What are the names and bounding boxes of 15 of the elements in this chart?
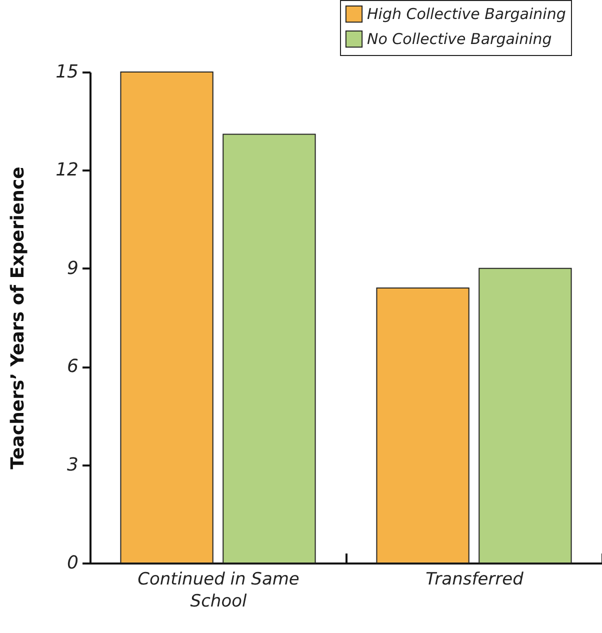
y-tick-label: 12 [56,160,78,181]
y-tick-label: 3 [67,454,78,476]
legend-label: No Collective Bargaining [367,30,552,48]
y-axis-title: Teachers’ Years of Experience [8,166,29,470]
y-tick-label: 15 [56,62,78,82]
y-tick-label: 0 [67,552,78,574]
x-tick-label: Transferred [426,570,524,590]
y-tick-label: 6 [67,356,78,378]
legend-label: High Collective Bargaining [367,5,566,23]
y-tick-label: 9 [67,258,78,279]
bar [376,288,470,564]
bar [120,72,214,564]
x-tick-label: Continued in Same School [138,570,300,612]
bar [478,268,572,564]
bar [222,134,316,564]
